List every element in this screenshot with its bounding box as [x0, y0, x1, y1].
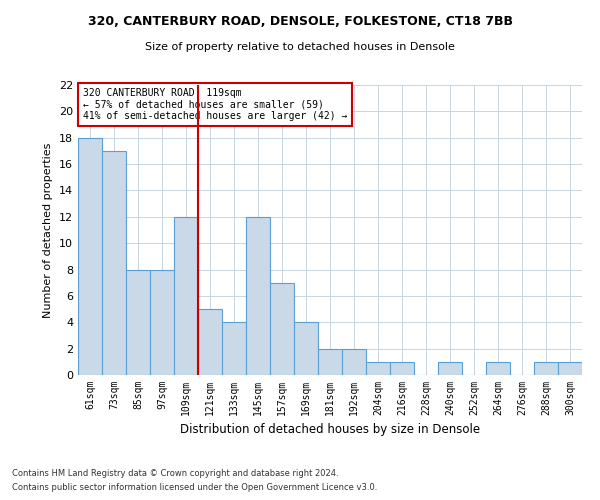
Bar: [270, 282, 294, 375]
Bar: [342, 348, 366, 375]
Bar: [102, 151, 126, 375]
Bar: [150, 270, 174, 375]
Bar: [438, 362, 462, 375]
X-axis label: Distribution of detached houses by size in Densole: Distribution of detached houses by size …: [180, 424, 480, 436]
Bar: [222, 322, 246, 375]
Bar: [366, 362, 390, 375]
Text: Contains public sector information licensed under the Open Government Licence v3: Contains public sector information licen…: [12, 484, 377, 492]
Text: 320, CANTERBURY ROAD, DENSOLE, FOLKESTONE, CT18 7BB: 320, CANTERBURY ROAD, DENSOLE, FOLKESTON…: [88, 15, 512, 28]
Bar: [318, 348, 342, 375]
Bar: [558, 362, 582, 375]
Text: Size of property relative to detached houses in Densole: Size of property relative to detached ho…: [145, 42, 455, 52]
Bar: [246, 217, 270, 375]
Bar: [174, 217, 198, 375]
Bar: [126, 270, 150, 375]
Bar: [486, 362, 510, 375]
Text: 320 CANTERBURY ROAD: 119sqm
← 57% of detached houses are smaller (59)
41% of sem: 320 CANTERBURY ROAD: 119sqm ← 57% of det…: [83, 88, 347, 121]
Bar: [534, 362, 558, 375]
Bar: [78, 138, 102, 375]
Bar: [390, 362, 414, 375]
Text: Contains HM Land Registry data © Crown copyright and database right 2024.: Contains HM Land Registry data © Crown c…: [12, 468, 338, 477]
Bar: [198, 309, 222, 375]
Y-axis label: Number of detached properties: Number of detached properties: [43, 142, 53, 318]
Bar: [294, 322, 318, 375]
